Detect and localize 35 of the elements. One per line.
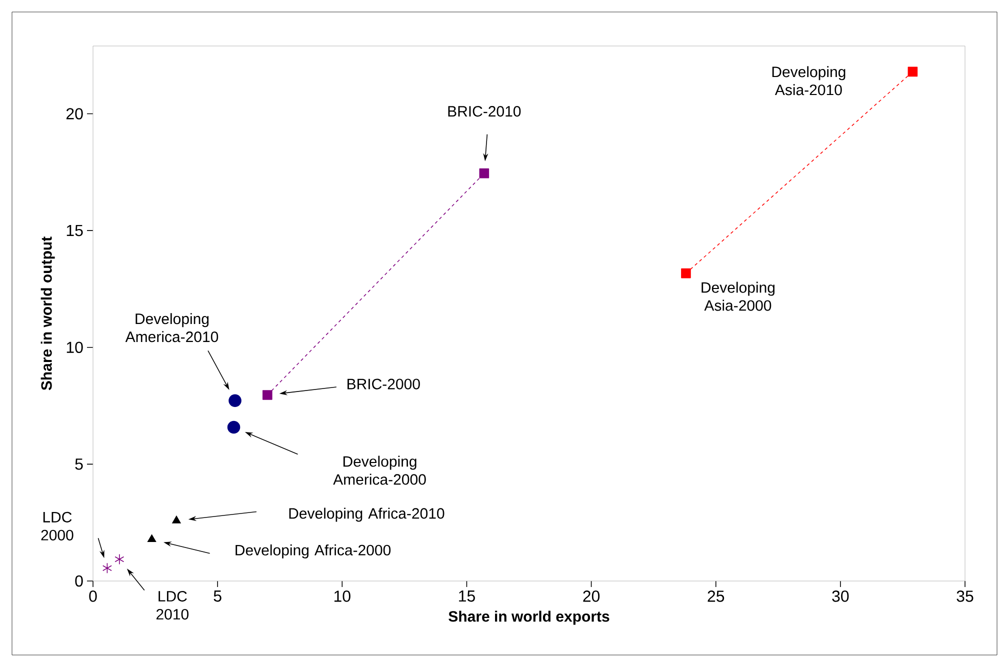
y-tick-label: 5 bbox=[75, 458, 83, 470]
x-axis-title: Share in world exports bbox=[448, 610, 610, 625]
x-tick-label: 10 bbox=[334, 590, 350, 602]
x-tick-label: 30 bbox=[832, 590, 849, 602]
point bbox=[262, 390, 272, 400]
point bbox=[908, 66, 918, 77]
point bbox=[172, 516, 181, 524]
y-tick-label: 0 bbox=[75, 575, 83, 587]
y-tick-label: 20 bbox=[66, 108, 83, 120]
annotation: Developing Africa-2010 bbox=[289, 508, 444, 522]
point bbox=[681, 268, 691, 278]
x-tick-label: 5 bbox=[214, 590, 222, 602]
annotation: Developing Asia-2000 bbox=[702, 282, 775, 311]
point bbox=[148, 534, 156, 542]
y-tick-label: 10 bbox=[66, 342, 83, 354]
point bbox=[479, 168, 490, 178]
text: LDC 2010 bbox=[156, 590, 188, 620]
annotation: BRIC-2000 bbox=[348, 378, 420, 390]
y-tick-label: 15 bbox=[66, 224, 83, 236]
annotation: BRIC-2010 bbox=[448, 106, 521, 117]
x-tick-label: 20 bbox=[583, 590, 600, 602]
x-tick-label: 15 bbox=[459, 590, 475, 602]
x-tick-label: 25 bbox=[708, 590, 724, 602]
annotation: Developing Asia-2010 bbox=[772, 66, 846, 96]
point bbox=[227, 420, 240, 434]
x-tick-label: 0 bbox=[89, 590, 97, 602]
text: LDC 2000 bbox=[41, 512, 74, 540]
x-tick-label: 35 bbox=[956, 590, 974, 602]
annotation: Developing Africa-2000 bbox=[236, 544, 391, 558]
annotation: Developing America-2000 bbox=[333, 456, 426, 485]
point bbox=[114, 554, 124, 565]
y-axis-title: Share in world output bbox=[40, 236, 55, 390]
point bbox=[102, 562, 112, 574]
annotation: Developing America-2010 bbox=[125, 313, 218, 342]
point bbox=[228, 394, 242, 408]
